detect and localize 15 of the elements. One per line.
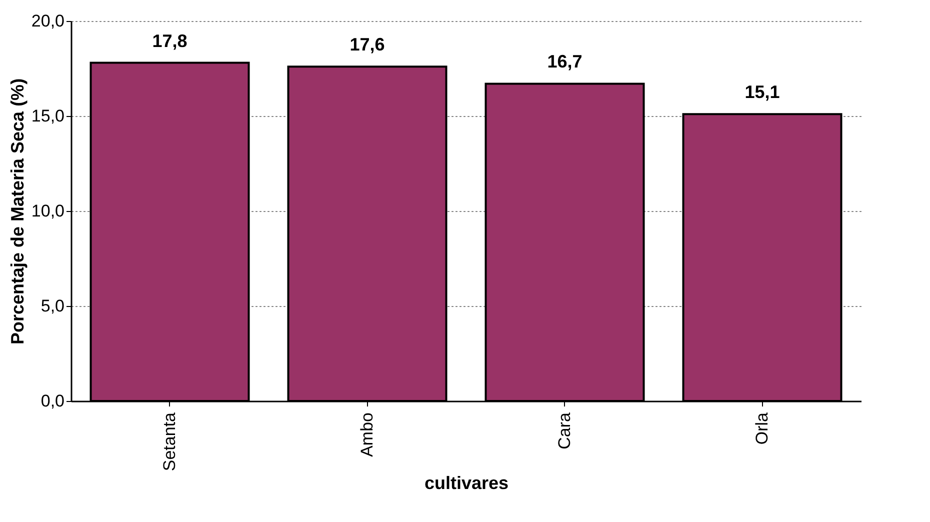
data-label: 16,7 (547, 52, 582, 72)
x-axis-title: cultivares (424, 473, 509, 494)
y-axis-title: Porcentaje de Materia Seca (%) (7, 78, 28, 345)
x-tick-label: Orla (752, 412, 772, 445)
data-label: 17,6 (350, 34, 385, 55)
data-label: 17,8 (152, 30, 188, 51)
y-tick-label: 15,0 (31, 106, 64, 126)
y-tick-label: 20,0 (31, 12, 64, 30)
data-label: 15,1 (744, 82, 780, 102)
x-tick-label: Cara (554, 412, 574, 450)
x-tick-label: Setanta (160, 412, 179, 472)
y-tick-label: 10,0 (31, 202, 64, 220)
y-tick-label: 0,0 (40, 392, 64, 410)
x-tick-label: Ambo (357, 412, 376, 457)
y-tick-label: 5,0 (40, 296, 64, 316)
